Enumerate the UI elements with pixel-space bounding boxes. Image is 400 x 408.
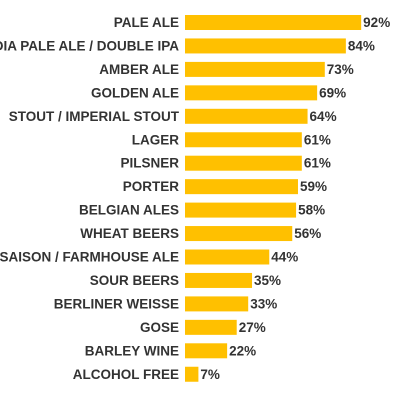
value-labels-group: 92% 84% 73% 69% 64% 61% 61% 59% 58% 56% 44% 35% 33% 2… [200, 15, 390, 382]
category-label: SOUR BEERS [90, 273, 179, 288]
value-label: 61% [304, 156, 331, 171]
value-label: 58% [298, 203, 325, 218]
category-label: GOSE [140, 320, 179, 335]
category-label: STOUT / IMPERIAL STOUT [9, 109, 180, 124]
bar-8 [185, 202, 297, 218]
category-label: LAGER [132, 132, 180, 147]
category-label: WHEAT BEERS [80, 226, 179, 241]
value-label: 84% [348, 38, 375, 53]
bar-9 [185, 226, 293, 242]
value-label: 22% [229, 343, 256, 358]
bar-13 [185, 319, 237, 335]
value-label: 59% [300, 179, 327, 194]
value-label: 92% [363, 15, 390, 30]
category-label: BERLINER WEISSE [54, 296, 179, 311]
value-label: 56% [294, 226, 321, 241]
value-label: 33% [250, 296, 277, 311]
bar-6 [185, 155, 302, 171]
category-label: INDIA PALE ALE / DOUBLE IPA [0, 38, 179, 53]
bar-5 [185, 132, 302, 148]
bar-7 [185, 179, 298, 195]
bar-14 [185, 343, 228, 359]
value-label: 35% [254, 273, 281, 288]
bar-12 [185, 296, 249, 312]
bar-3 [185, 85, 318, 101]
bar-15 [185, 366, 199, 382]
value-label: 69% [319, 85, 346, 100]
bar-10 [185, 249, 270, 265]
category-label: ALCOHOL FREE [73, 367, 179, 382]
value-label: 27% [239, 320, 266, 335]
bar-1 [185, 38, 346, 54]
category-label: BELGIAN ALES [79, 203, 179, 218]
category-label: SAISON / FARMHOUSE ALE [0, 250, 179, 265]
category-label: PILSNER [120, 156, 179, 171]
category-label: PORTER [123, 179, 180, 194]
bar-4 [185, 108, 308, 124]
category-label: PALE ALE [114, 15, 179, 30]
bar-0 [185, 15, 362, 30]
category-labels-group: PALE ALE INDIA PALE ALE / DOUBLE IPA AMBER… [0, 15, 180, 382]
bar-11 [185, 272, 253, 288]
bar-2 [185, 61, 325, 77]
value-label: 7% [200, 367, 220, 382]
value-label: 73% [327, 62, 354, 77]
category-label: BARLEY WINE [85, 343, 179, 358]
value-label: 44% [271, 250, 298, 265]
bars-group [185, 15, 362, 382]
value-label: 61% [304, 132, 331, 147]
category-label: AMBER ALE [99, 62, 179, 77]
category-label: GOLDEN ALE [91, 85, 179, 100]
value-label: 64% [310, 109, 337, 124]
